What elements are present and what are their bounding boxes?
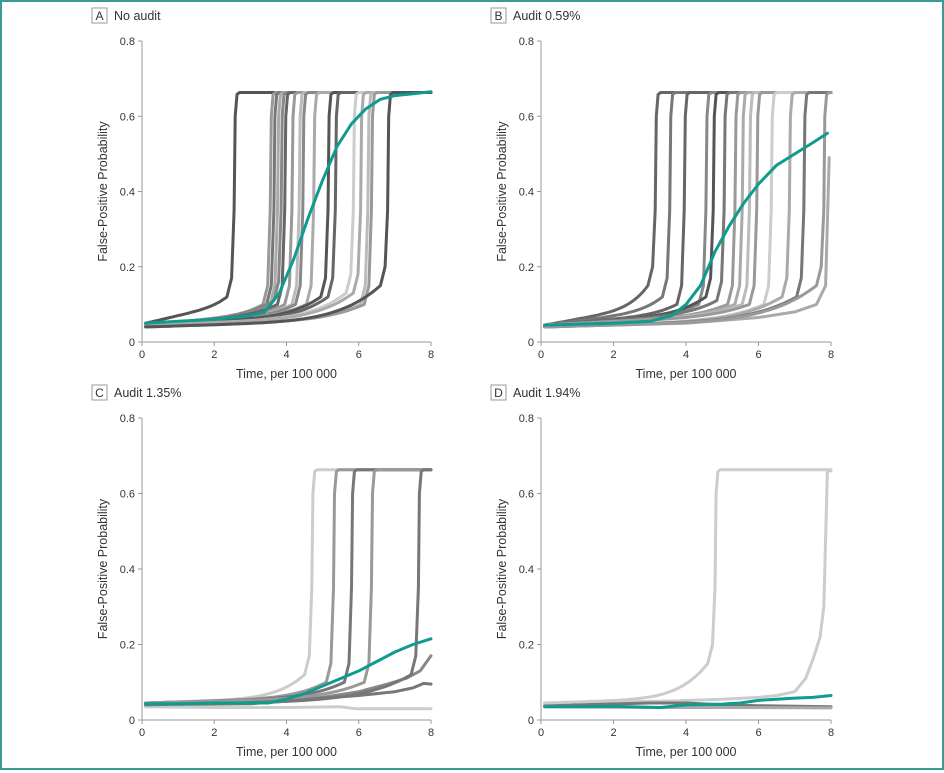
x-tick-label: 6	[356, 349, 362, 361]
panel-title: Audit 1.35%	[114, 386, 181, 400]
x-tick-label: 4	[283, 349, 289, 361]
x-tick-label: 4	[683, 727, 689, 739]
panel-a: A No audit 0 0.2 0.4 0.6 0.8 0 2 4 6 8 Time, per 100…	[91, 7, 434, 381]
panel-letter-box	[91, 7, 108, 24]
simulation-run-line	[144, 91, 433, 325]
x-axis-label: Time, per 100 000	[236, 745, 337, 759]
y-tick-label: 0.6	[120, 111, 135, 123]
simulation-run-line	[543, 91, 833, 329]
panel-letter: A	[95, 9, 103, 23]
x-tick-label: 4	[283, 727, 289, 739]
y-tick-label: 0.8	[519, 413, 534, 425]
simulation-run-line	[543, 468, 833, 705]
y-tick-label: 0.8	[519, 36, 534, 48]
x-tick-label: 0	[538, 349, 544, 361]
x-tick-label: 2	[211, 727, 217, 739]
y-axis-label: False-Positive Probability	[495, 121, 509, 262]
y-tick-label: 0.4	[120, 187, 135, 199]
x-tick-label: 2	[211, 349, 217, 361]
panel-title: Audit 1.94%	[513, 386, 580, 400]
x-axis-label: Time, per 100 000	[636, 367, 737, 381]
x-tick-label: 6	[356, 727, 362, 739]
simulation-run-line	[543, 469, 833, 705]
simulation-run-line	[144, 91, 433, 327]
y-tick-label: 0.2	[120, 262, 135, 274]
simulation-run-line	[144, 91, 433, 329]
x-tick-label: 0	[538, 727, 544, 739]
panel-b: B Audit 0.59% 0 0.2 0.4 0.6 0.8 0 2 4 6 8 Time, per …	[490, 7, 834, 381]
panel-c: C Audit 1.35% 0 0.2 0.4 0.6 0.8 0 2 4 6 8 Time, per …	[91, 384, 434, 759]
x-tick-label: 4	[683, 349, 689, 361]
x-tick-label: 6	[755, 349, 761, 361]
simulation-run-line	[144, 468, 433, 707]
x-tick-label: 8	[428, 349, 434, 361]
mean-line	[543, 131, 829, 327]
simulation-run-line	[144, 468, 433, 705]
simulation-run-line	[543, 91, 833, 329]
mean-line	[144, 90, 433, 325]
x-tick-label: 8	[428, 727, 434, 739]
panel-title: No audit	[114, 9, 161, 23]
y-axis-label: False-Positive Probability	[96, 498, 110, 639]
x-tick-label: 8	[828, 349, 834, 361]
x-tick-label: 2	[610, 727, 616, 739]
y-axis-label: False-Positive Probability	[495, 498, 509, 639]
y-tick-label: 0.4	[519, 187, 534, 199]
y-tick-label: 0.6	[519, 111, 534, 123]
x-axis-label: Time, per 100 000	[236, 367, 337, 381]
mean-line	[543, 694, 833, 709]
y-tick-label: 0.2	[519, 640, 534, 652]
x-tick-label: 8	[828, 727, 834, 739]
simulation-run-line	[144, 705, 433, 711]
y-tick-label: 0	[129, 715, 135, 727]
y-tick-label: 0.4	[519, 564, 534, 576]
y-tick-label: 0.6	[519, 489, 534, 501]
y-axis-label: False-Positive Probability	[96, 121, 110, 262]
y-tick-label: 0.8	[120, 413, 135, 425]
x-tick-label: 6	[755, 727, 761, 739]
simulation-run-line	[144, 468, 433, 705]
simulation-run-line	[144, 468, 433, 705]
panel-letter-box	[91, 384, 108, 401]
x-tick-label: 0	[139, 727, 145, 739]
mean-line	[144, 637, 433, 706]
y-tick-label: 0	[528, 715, 534, 727]
y-tick-label: 0.6	[120, 489, 135, 501]
y-tick-label: 0.2	[120, 640, 135, 652]
simulation-run-line	[144, 468, 433, 705]
x-tick-label: 2	[610, 349, 616, 361]
y-tick-label: 0.8	[120, 36, 135, 48]
y-tick-label: 0	[129, 337, 135, 349]
y-tick-label: 0	[528, 337, 534, 349]
panel-title: Audit 0.59%	[513, 9, 580, 23]
panel-letter-box	[490, 384, 507, 401]
y-tick-label: 0.2	[519, 262, 534, 274]
x-tick-label: 0	[139, 349, 145, 361]
panel-letter: B	[494, 9, 502, 23]
panel-letter-box	[490, 7, 507, 24]
panel-d: D Audit 1.94% 0 0.2 0.4 0.6 0.8 0 2 4 6 8 Time, per …	[490, 384, 834, 759]
x-axis-label: Time, per 100 000	[636, 745, 737, 759]
panel-letter: D	[494, 386, 503, 400]
y-tick-label: 0.4	[120, 564, 135, 576]
panel-letter: C	[95, 386, 104, 400]
